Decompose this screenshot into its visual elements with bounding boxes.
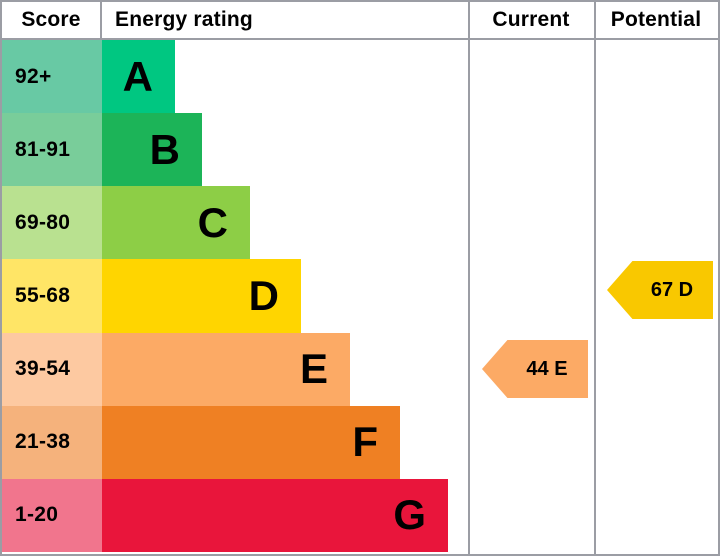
score-range-label: 1-20 (2, 478, 102, 552)
rating-bar-c: C (102, 186, 250, 260)
rating-bands-body: 92+ A 81-91 B 69-80 C 55-68 D 39-54 E 21… (2, 40, 718, 552)
chart-header-row: Score Energy rating Current Potential (2, 2, 718, 40)
rating-letter: G (393, 491, 426, 539)
score-column-header: Score (2, 2, 102, 38)
potential-column-divider (594, 2, 596, 554)
rating-bar-g: G (102, 478, 448, 552)
score-range-label: 55-68 (2, 259, 102, 333)
score-range-label: 69-80 (2, 186, 102, 260)
band-row-a: 92+ A (2, 40, 718, 114)
score-range-label: 21-38 (2, 405, 102, 479)
rating-bar-b: B (102, 113, 202, 187)
current-column-header: Current (492, 8, 570, 31)
rating-bar-e: E (102, 332, 350, 406)
potential-rating-arrow: 67 D (607, 261, 713, 319)
rating-bar-a: A (102, 40, 175, 114)
current-column-divider (468, 2, 470, 554)
band-row-d: 55-68 D (2, 259, 718, 333)
band-row-f: 21-38 F (2, 405, 718, 479)
band-row-g: 1-20 G (2, 478, 718, 552)
rating-letter: B (149, 125, 180, 173)
band-row-e: 39-54 E (2, 332, 718, 406)
rating-letter: D (248, 271, 279, 319)
current-rating-arrow: 44 E (482, 340, 588, 398)
score-range-label: 39-54 (2, 332, 102, 406)
rating-letter: F (352, 418, 378, 466)
rating-bar-d: D (102, 259, 301, 333)
potential-rating-value: 67 D (650, 278, 694, 301)
rating-bar-f: F (102, 405, 400, 479)
energy-rating-column-header: Energy rating (115, 8, 253, 31)
rating-letter: C (197, 198, 228, 246)
band-row-b: 81-91 B (2, 113, 718, 187)
rating-letter: A (122, 52, 153, 100)
rating-letter: E (299, 345, 328, 393)
current-rating-value: 44 E (526, 357, 568, 380)
band-row-c: 69-80 C (2, 186, 718, 260)
score-range-label: 81-91 (2, 113, 102, 187)
score-range-label: 92+ (2, 40, 102, 114)
potential-column-header: Potential (610, 8, 702, 31)
